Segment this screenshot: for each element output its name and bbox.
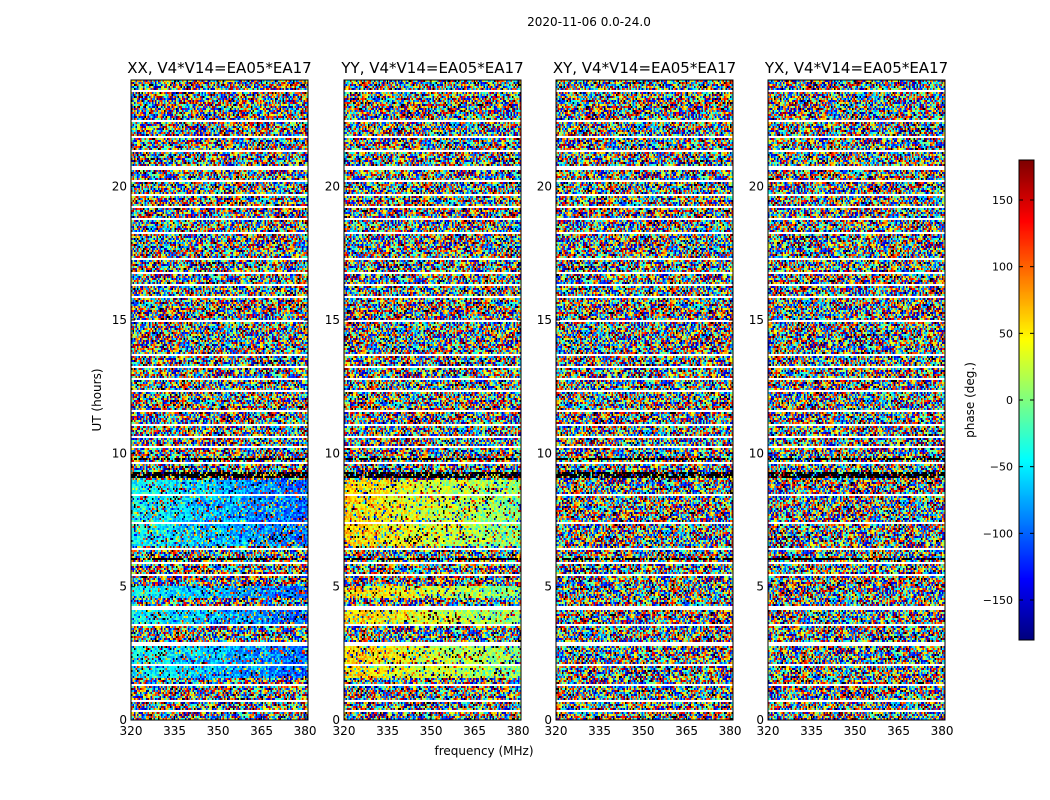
colorbar-tick-label: −100: [983, 527, 1013, 540]
y-tick-label: 10: [537, 446, 552, 460]
x-tick-label: 350: [632, 724, 655, 738]
x-tick-label: 380: [507, 724, 530, 738]
y-tick-label: 10: [749, 446, 764, 460]
panel-3: XY, V4*V14=EA05*EA17 320 335 350 365 380 0 5 10 1…: [537, 59, 742, 738]
figure-suptitle: 2020-11-06 0.0-24.0: [527, 15, 651, 29]
y-tick-label: 15: [749, 313, 764, 327]
y-tick-label: 10: [112, 446, 127, 460]
colorbar: −150 −100 −50 0 50 100 150: [983, 159, 1035, 641]
y-tick-label: 20: [749, 180, 764, 194]
x-tick-label: 380: [931, 724, 954, 738]
colorbar-tick-label: −150: [983, 594, 1013, 607]
x-tick-label: 350: [844, 724, 867, 738]
x-tick-label: 350: [207, 724, 230, 738]
panel-2: YY, V4*V14=EA05*EA17 320 335 350 365 380 0 5 10 1…: [325, 59, 530, 738]
panel-2-title: YY, V4*V14=EA05*EA17: [340, 59, 523, 77]
y-tick-label: 15: [537, 313, 552, 327]
x-tick-label: 365: [675, 724, 698, 738]
x-tick-label: 365: [887, 724, 910, 738]
panel-3-title: XY, V4*V14=EA05*EA17: [553, 59, 736, 77]
panel-2-frame: [343, 79, 522, 721]
y-tick-label: 20: [537, 180, 552, 194]
y-tick-label: 15: [112, 313, 127, 327]
x-axis-label: frequency (MHz): [434, 744, 533, 758]
y-tick-label: 5: [119, 580, 127, 594]
x-tick-label: 320: [545, 724, 568, 738]
y-tick-label: 5: [332, 580, 340, 594]
panel-1-title: XX, V4*V14=EA05*EA17: [127, 59, 311, 77]
x-tick-label: 335: [800, 724, 823, 738]
panel-1: XX, V4*V14=EA05*EA17 320 335 350 365 380 0 5 10 1…: [112, 59, 317, 738]
x-tick-label: 320: [333, 724, 356, 738]
x-tick-label: 335: [376, 724, 399, 738]
y-tick-label: 0: [756, 713, 764, 727]
y-tick-label: 0: [332, 713, 340, 727]
panel-4-title: YX, V4*V14=EA05*EA17: [764, 59, 948, 77]
y-tick-label: 0: [544, 713, 552, 727]
panels-group: XX, V4*V14=EA05*EA17 320 335 350 365 380 0 5 10 1…: [112, 59, 954, 738]
y-axis-label: UT (hours): [90, 368, 104, 431]
colorbar-tick-label: 0: [1006, 394, 1013, 407]
colorbar-tick-label: 50: [999, 327, 1013, 340]
y-tick-label: 20: [112, 180, 127, 194]
x-tick-label: 350: [420, 724, 443, 738]
x-tick-label: 380: [294, 724, 317, 738]
y-tick-label: 5: [544, 580, 552, 594]
panel-4-frame: [767, 79, 946, 721]
colorbar-tick-label: −50: [990, 461, 1013, 474]
colorbar-tick-label: 150: [992, 194, 1013, 207]
colorbar-tick-label: 100: [992, 261, 1013, 274]
panel-1-heatmap: [131, 80, 308, 720]
panel-3-heatmap: [556, 80, 733, 720]
y-tick-label: 15: [325, 313, 340, 327]
x-tick-label: 365: [463, 724, 486, 738]
x-tick-label: 320: [120, 724, 143, 738]
panel-3-frame: [555, 79, 734, 721]
x-tick-label: 380: [719, 724, 742, 738]
panel-4: YX, V4*V14=EA05*EA17 320 335 350 365 380 0 5 10 1…: [749, 59, 954, 738]
y-tick-label: 20: [325, 180, 340, 194]
panel-1-frame: [130, 79, 309, 721]
y-tick-label: 10: [325, 446, 340, 460]
x-tick-label: 335: [163, 724, 186, 738]
panel-2-heatmap: [344, 80, 521, 720]
panel-4-heatmap: [768, 80, 945, 720]
colorbar-gradient: [1019, 160, 1034, 640]
x-tick-label: 335: [588, 724, 611, 738]
x-tick-label: 320: [757, 724, 780, 738]
y-tick-label: 0: [119, 713, 127, 727]
y-tick-label: 5: [756, 580, 764, 594]
x-tick-label: 365: [250, 724, 273, 738]
colorbar-label: phase (deg.): [963, 362, 977, 438]
